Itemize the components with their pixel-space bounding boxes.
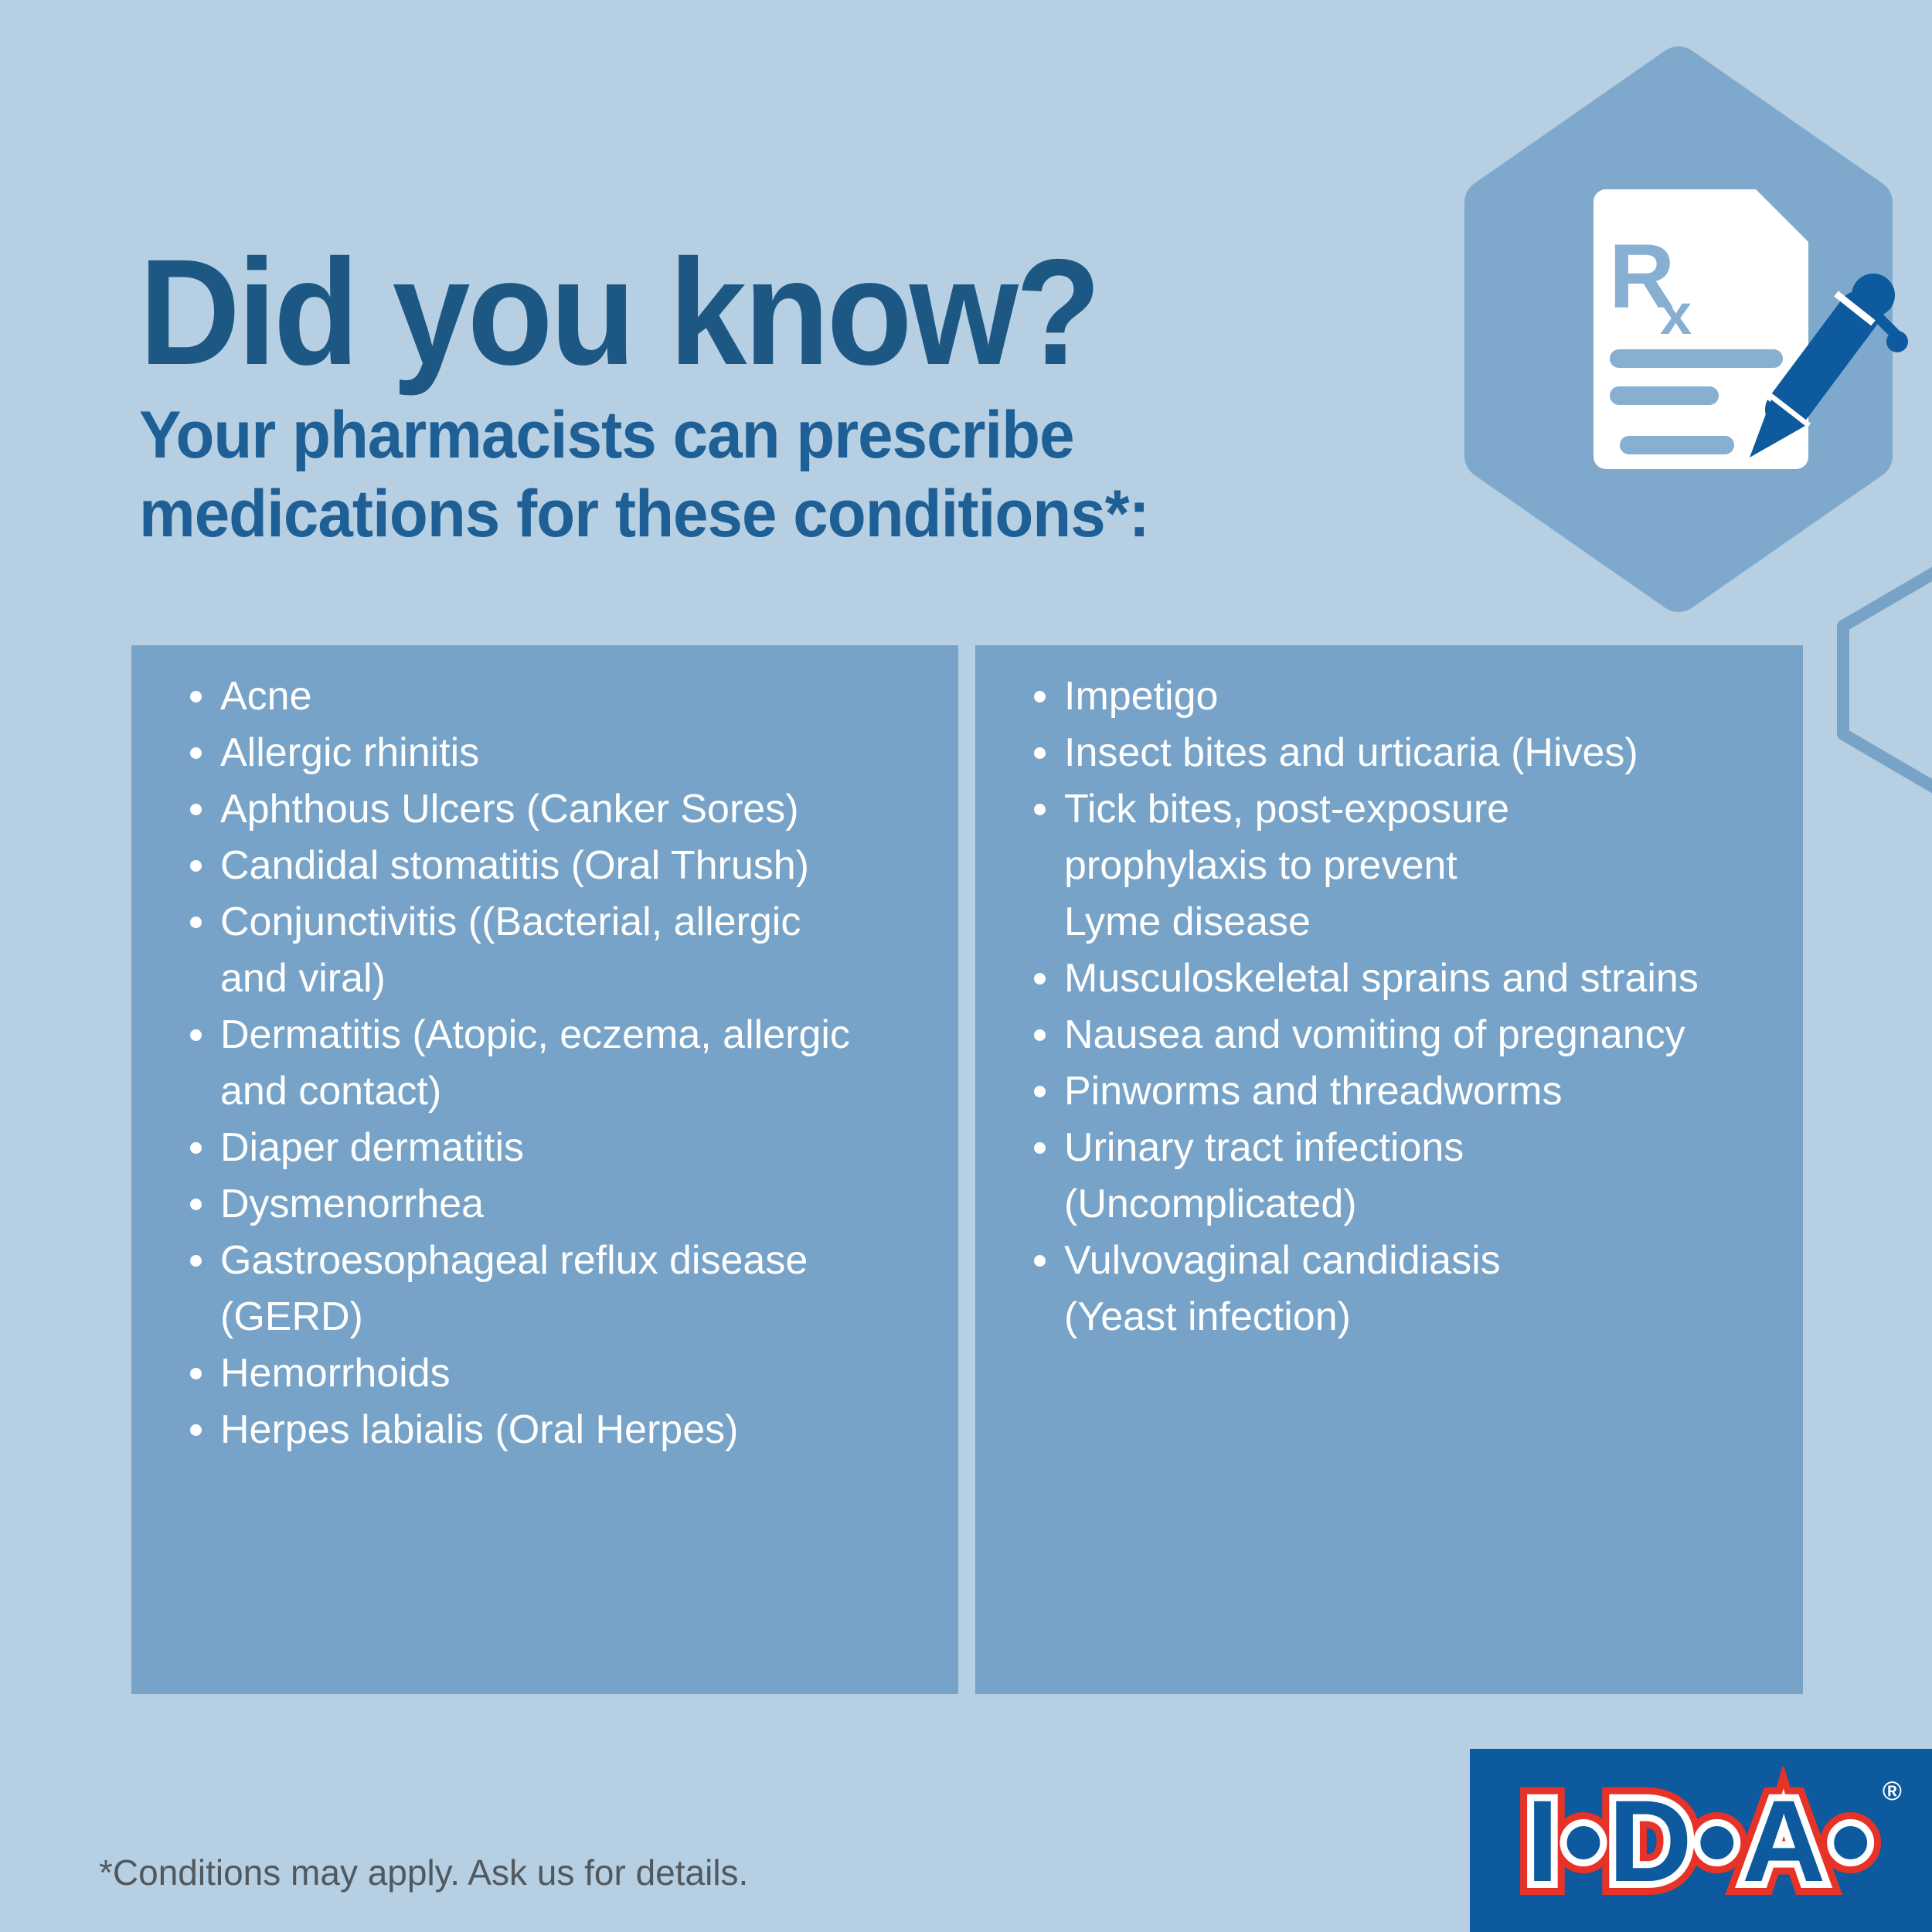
pen-cap [1852, 274, 1895, 317]
condition-line: Urinary tract infections [975, 1120, 1803, 1176]
condition-line: Insect bites and urticaria (Hives) [975, 725, 1803, 781]
condition-line: Nausea and vomiting of pregnancy [975, 1007, 1803, 1063]
condition-line-wrap: and viral) [220, 956, 386, 1001]
subtitle-line-2: medications for these conditions*: [139, 477, 1150, 552]
footnote: *Conditions may apply. Ask us for detail… [99, 1852, 749, 1893]
panel-right-list: Impetigo Insect bites and urticaria (Hive… [975, 668, 1803, 1345]
condition-line-wrap: (Uncomplicated) [1064, 1182, 1357, 1226]
condition-line-wrap: (GERD) [220, 1294, 363, 1339]
conditions-panel-right: Impetigo Insect bites and urticaria (Hive… [975, 645, 1803, 1694]
list-item: Acne [131, 668, 958, 725]
condition-line: Aphthous Ulcers (Canker Sores) [131, 781, 958, 838]
panel-left-list: Acne Allergic rhinitis Aphthous Ulcers (Ca… [131, 668, 958, 1458]
condition-line-wrap: (Yeast infection) [1064, 1294, 1351, 1339]
condition-line: Impetigo [975, 668, 1803, 725]
rx-document-icon: R x [1594, 189, 1808, 469]
condition-line: Conjunctivitis ((Bacterial, allergic [131, 894, 958, 951]
list-item: Dermatitis (Atopic, eczema, allergic and … [131, 1007, 958, 1120]
subtitle-line-1: Your pharmacists can prescribe [139, 398, 1075, 472]
list-item: Diaper dermatitis [131, 1120, 958, 1176]
list-item: Herpes labialis (Oral Herpes) [131, 1402, 958, 1458]
ida-logo: I•D•A• I•D•A• I•D•A• ® [1512, 1769, 1902, 1913]
condition-line-wrap: Lyme disease [1064, 900, 1311, 944]
list-item: Candidal stomatitis (Oral Thrush) [131, 838, 958, 894]
hexagon-shape [1464, 46, 1893, 612]
pen-clip-dot [1886, 331, 1908, 352]
rx-symbol: R [1609, 226, 1675, 328]
pen-gap-nib [1764, 391, 1811, 430]
list-item: Vulvovaginal candidiasis (Yeast infection… [975, 1233, 1803, 1345]
condition-line: Dermatitis (Atopic, eczema, allergic [131, 1007, 958, 1063]
condition-line: Pinworms and threadworms [975, 1063, 1803, 1120]
ida-logo-box: I•D•A• I•D•A• I•D•A• ® [1470, 1749, 1932, 1932]
document-fold [1759, 194, 1805, 240]
hexagon-outline [1837, 566, 1932, 794]
list-item: Pinworms and threadworms [975, 1063, 1803, 1120]
condition-line: Acne [131, 668, 958, 725]
condition-line-wrap: prophylaxis to prevent [1064, 843, 1458, 888]
list-item: Aphthous Ulcers (Canker Sores) [131, 781, 958, 838]
list-item: Allergic rhinitis [131, 725, 958, 781]
ida-logo-red-outline: I•D•A• [1512, 1769, 1885, 1913]
condition-line-wrap: and contact) [220, 1069, 442, 1114]
page-subtitle: Your pharmacists can prescribe medicatio… [139, 396, 1150, 554]
hexagon-badge: R x [1464, 46, 1908, 612]
conditions-panel-left: Acne Allergic rhinitis Aphthous Ulcers (Ca… [131, 645, 958, 1694]
page-title: Did you know? [139, 227, 1101, 396]
condition-line: Diaper dermatitis [131, 1120, 958, 1176]
pen-nib [1750, 400, 1805, 457]
condition-line: Candidal stomatitis (Oral Thrush) [131, 838, 958, 894]
condition-line: Musculoskeletal sprains and strains [975, 951, 1803, 1007]
condition-line: Herpes labialis (Oral Herpes) [131, 1402, 958, 1458]
pen-icon [1750, 274, 1908, 457]
list-item: Impetigo [975, 668, 1803, 725]
condition-line: Allergic rhinitis [131, 725, 958, 781]
list-item: Hemorrhoids [131, 1345, 958, 1402]
list-item: Tick bites, post-exposure prophylaxis to … [975, 781, 1803, 951]
rx-symbol-x: x [1660, 282, 1692, 346]
list-item: Conjunctivitis ((Bacterial, allergic and … [131, 894, 958, 1007]
condition-line: Tick bites, post-exposure [975, 781, 1803, 838]
list-item: Urinary tract infections (Uncomplicated) [975, 1120, 1803, 1233]
condition-line: Gastroesophageal reflux disease [131, 1233, 958, 1289]
ida-logo-white-outline: I•D•A• [1519, 1775, 1878, 1906]
list-item: Gastroesophageal reflux disease (GERD) [131, 1233, 958, 1345]
list-item: Nausea and vomiting of pregnancy [975, 1007, 1803, 1063]
registered-mark: ® [1882, 1776, 1902, 1806]
condition-line: Dysmenorrhea [131, 1176, 958, 1233]
list-item: Dysmenorrhea [131, 1176, 958, 1233]
list-item: Musculoskeletal sprains and strains [975, 951, 1803, 1007]
condition-line: Vulvovaginal candidiasis [975, 1233, 1803, 1289]
pen-body [1765, 291, 1881, 431]
document-shape [1594, 189, 1808, 469]
pen-gap-top [1834, 291, 1876, 326]
list-item: Insect bites and urticaria (Hives) [975, 725, 1803, 781]
condition-line: Hemorrhoids [131, 1345, 958, 1402]
pen-clip [1874, 313, 1902, 341]
ida-logo-text: I•D•A• [1526, 1775, 1876, 1906]
